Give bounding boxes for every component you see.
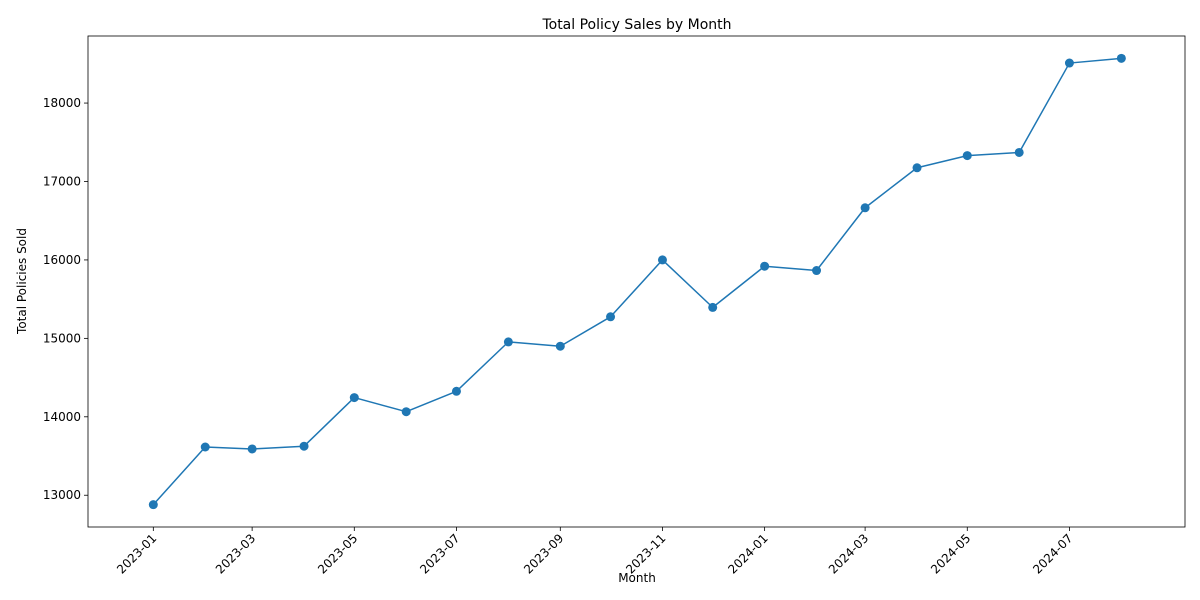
data-point [962,151,972,161]
data-point [451,386,461,396]
data-point [1014,147,1024,157]
chart-title: Total Policy Sales by Month [541,17,731,33]
data-point [657,255,667,265]
data-point [912,163,922,173]
y-tick-label: 16000 [43,253,81,267]
y-tick-label: 15000 [43,331,81,345]
x-tick-label: 2024-05 [928,531,973,576]
series-line [152,57,1122,506]
data-point [200,442,210,452]
x-tick-label: 2023-07 [417,531,462,576]
data-point [349,393,359,403]
x-tick-label: 2023-03 [213,531,258,576]
plot-area: 13000 14000 15000 16000 17000 18000 2023-01 202… [43,35,1186,577]
plot-frame [87,35,1186,528]
data-point [606,312,616,322]
data-point [503,337,513,347]
y-tick-label: 13000 [43,488,81,502]
y-tick-label: 14000 [43,410,81,424]
data-point [401,407,411,417]
data-point [1116,53,1126,63]
data-point [1064,58,1074,68]
x-tick-label: 2024-07 [1030,531,1075,576]
data-point [299,441,309,451]
data-point [555,341,565,351]
data-point [148,500,158,510]
x-tick-label: 2023-11 [623,531,668,576]
y-axis-label: Total Policies Sold [15,228,29,335]
x-tick-label: 2023-01 [114,531,159,576]
data-point [760,261,770,271]
x-tick-label: 2024-03 [826,531,871,576]
data-point [708,302,718,312]
data-point [860,203,870,213]
data-point [247,444,257,454]
x-tick-label: 2023-05 [315,531,360,576]
data-point [812,266,822,276]
x-axis-label: Month [618,571,656,585]
x-tick-label: 2024-01 [725,531,770,576]
y-tick-label: 18000 [43,96,81,110]
x-tick-label: 2023-09 [521,531,566,576]
y-tick-label: 17000 [43,174,81,188]
